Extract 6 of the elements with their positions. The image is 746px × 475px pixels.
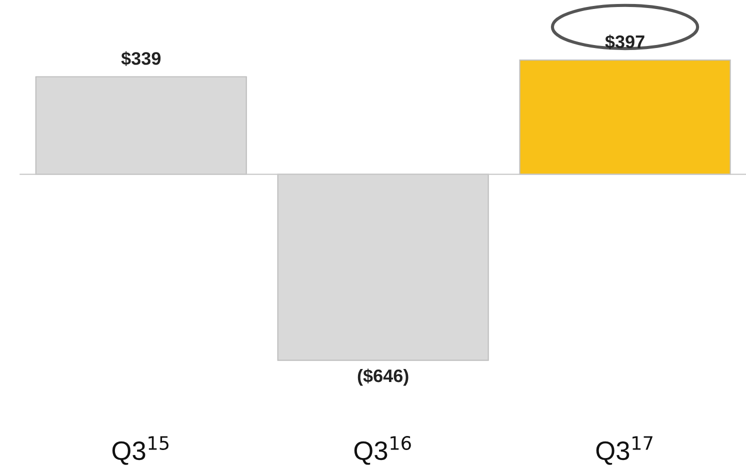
data-label: ($646) <box>358 368 408 386</box>
data-label: $339 <box>121 51 161 66</box>
data-label: $397 <box>605 34 644 50</box>
x-tick-label: Q3$^{15}$ <box>112 436 169 465</box>
x-tick-label: Q3$^{16}$ <box>354 436 411 465</box>
x-tick-label: Q3$^{17}$ <box>596 436 652 465</box>
